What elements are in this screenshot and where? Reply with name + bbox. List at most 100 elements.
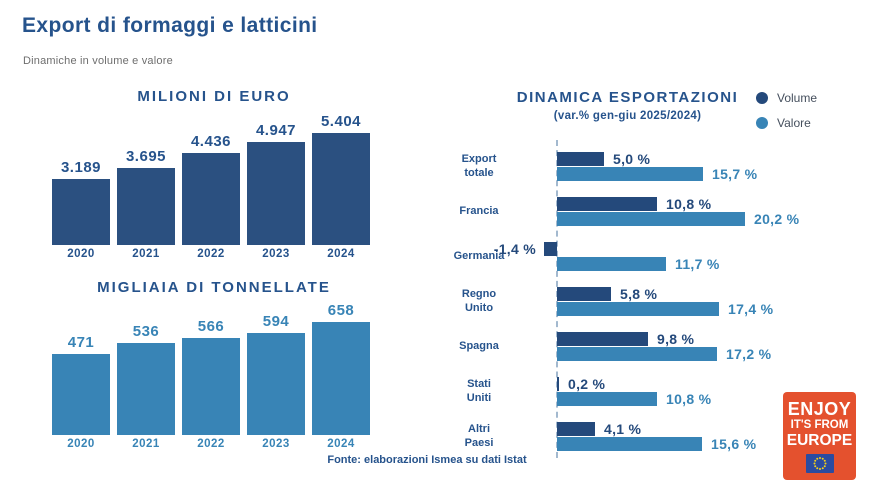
h-bar-value-label: 20,2 % [754,211,800,227]
eu-star [815,466,818,469]
bar-chart-euro-x-axis: 2020 2021 2022 2023 2024 [52,248,370,260]
legend-label-valore: Valore [777,116,811,130]
h-bar-value-label: 10,8 % [666,391,712,407]
bar [312,133,370,245]
h-bar-volume [557,332,648,346]
eu-star [823,459,826,462]
eu-star [813,464,816,467]
enjoy-europe-logo: ENJOY IT'S FROM EUROPE [783,392,856,480]
h-bar-value-label: 10,8 % [666,196,712,212]
eu-star [815,457,818,460]
h-bar-valore [557,392,657,406]
x-axis-label: 2020 [67,248,95,260]
h-bar-valore [557,302,719,316]
eu-star [818,456,821,459]
logo-line-2: IT'S FROM [790,418,849,431]
valore-legend-dot-icon [756,117,768,129]
bar-value-label: 3.189 [60,159,102,176]
h-bar-value-label: 15,6 % [711,436,757,452]
x-axis-label: 2022 [197,438,225,450]
page-subtitle: Dinamiche in volume e valore [23,55,173,67]
bar-chart-tonnes-x-axis: 2020 2021 2022 2023 2024 [52,438,370,450]
bar [52,354,110,435]
category-label: Spagna [459,340,499,353]
bar [247,333,305,435]
eu-star [813,462,815,464]
eu-star [821,466,824,469]
h-bar-volume [557,287,611,301]
category-label: Altri Paesi [464,423,494,449]
bar-column: 3.189 [52,159,110,245]
h-bar-value-label: 15,7 % [712,166,758,182]
chart-legend: Volume Valore [756,91,817,141]
h-bar-volume [557,197,657,211]
x-axis-label: 2021 [132,438,160,450]
bar-column: 594 [247,313,305,435]
h-bar-valore [557,347,717,361]
chart-title-migliaia-di-tonnellate: MIGLIAIA DI TONNELLATE [97,279,331,296]
bar-value-label: 471 [67,334,95,351]
x-axis-label: 2022 [197,248,225,260]
logo-line-1: ENJOY [787,398,852,419]
bar-value-label: 658 [327,302,355,319]
source-note: Fonte: elaborazioni Ismea su dati Istat [327,454,527,466]
h-bar-value-label: -1,4 % [493,241,536,257]
h-bar-volume [557,422,595,436]
bar-chart-euro-plot: 3.189 3.695 4.436 4.947 5.404 [52,113,370,245]
eu-star [813,459,816,462]
bar-column: 4.947 [247,122,305,245]
bar-column: 566 [182,318,240,435]
page-title: Export di formaggi e latticini [22,14,318,37]
chart-subtitle-dinamica-esportazioni: (var.% gen-giu 2025/2024) [553,110,702,122]
h-bar-value-label: 11,7 % [675,256,720,272]
x-axis-label: 2024 [327,438,355,450]
bar-value-label: 566 [197,318,225,335]
bar [117,343,175,435]
x-axis-label: 2020 [67,438,95,450]
bar [312,322,370,435]
legend-item-valore: Valore [756,116,817,130]
h-bar-value-label: 4,1 % [604,421,642,437]
x-axis-label: 2024 [327,248,355,260]
bar-value-label: 4.436 [190,133,232,150]
h-bar-volume [544,242,557,256]
h-bar-valore [557,212,745,226]
h-bar-valore [557,437,702,451]
h-bar-value-label: 17,4 % [728,301,774,317]
h-bar-valore [557,257,666,271]
chart-title-dinamica-esportazioni: DINAMICA ESPORTAZIONI [516,89,739,106]
h-bar-value-label: 5,8 % [620,286,658,302]
h-bar-volume [557,377,559,391]
legend-item-volume: Volume [756,91,817,105]
bar-value-label: 3.695 [125,148,167,165]
legend-label-volume: Volume [777,91,818,105]
bar [247,142,305,245]
bar [117,168,175,245]
bar [182,338,240,435]
category-label: Regno Unito [461,288,497,314]
h-bar-value-label: 0,2 % [568,376,606,392]
category-label: Francia [459,205,499,218]
bar-value-label: 4.947 [255,122,297,139]
bar-column: 471 [52,334,110,435]
bar-value-label: 594 [262,313,290,330]
category-label: Stati Uniti [466,378,492,404]
h-bar-value-label: 17,2 % [726,346,772,362]
category-label: Germania [453,250,505,263]
bar-value-label: 5.404 [320,113,362,130]
eu-star [824,462,826,464]
h-bar-value-label: 5,0 % [613,151,651,167]
volume-legend-dot-icon [756,92,768,104]
eu-star [823,464,826,467]
bar-column: 3.695 [117,148,175,245]
chart-title-milioni-di-euro: MILIONI DI EURO [137,88,291,105]
logo-line-3: EUROPE [786,431,853,449]
x-axis-label: 2023 [262,248,290,260]
x-axis-label: 2023 [262,438,290,450]
category-label: Export totale [461,153,497,179]
h-bar-value-label: 9,8 % [657,331,695,347]
bar-column: 536 [117,323,175,435]
x-axis-label: 2021 [132,248,160,260]
bar-column: 4.436 [182,133,240,245]
